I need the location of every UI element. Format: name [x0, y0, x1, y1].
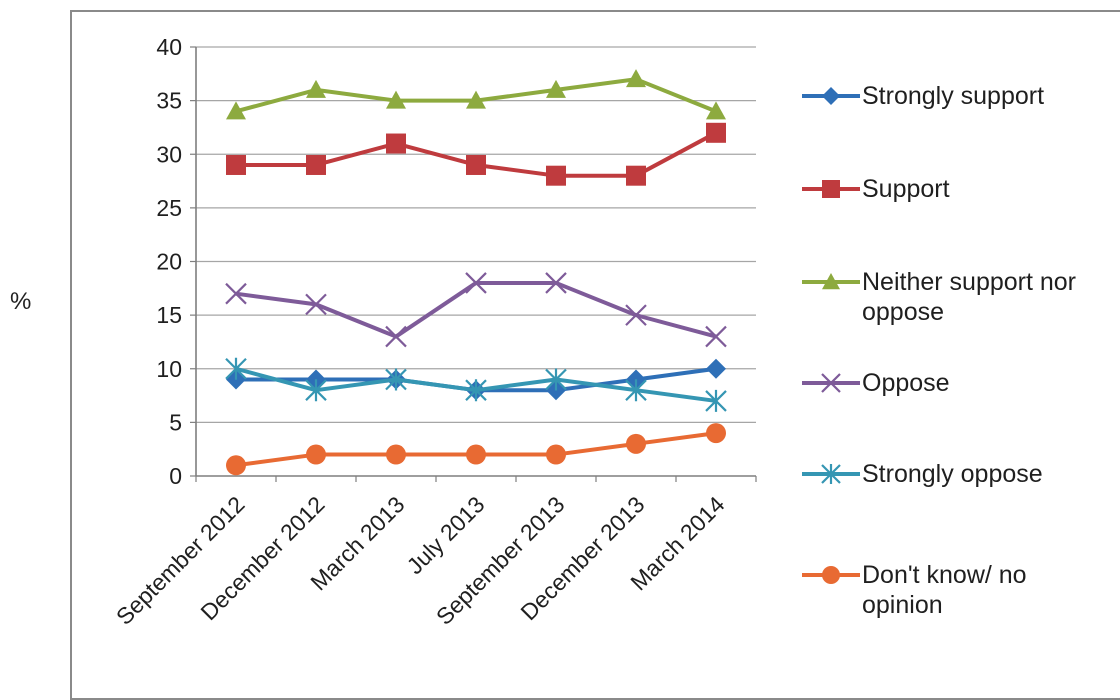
legend-item-support: Support: [800, 174, 1102, 204]
legend-swatch-strongly-support: [802, 87, 860, 105]
legend-label-neither-support-nor-oppose: Neither support nor oppose: [862, 268, 1077, 326]
data-point-neither-support-nor-oppose: [546, 79, 566, 98]
data-point-neither-support-nor-oppose: [706, 101, 726, 120]
y-tick-label: 0: [169, 463, 182, 489]
data-point-strongly-oppose: [385, 368, 407, 391]
data-point-don-t-know-no-opinion: [226, 455, 246, 476]
legend-label-oppose: Oppose: [862, 369, 950, 397]
y-tick-label: 15: [156, 302, 182, 328]
y-tick-label: 25: [156, 195, 182, 221]
data-point-oppose: [545, 272, 567, 294]
data-point-strongly-oppose: [225, 357, 247, 380]
y-tick-label: 5: [169, 409, 182, 435]
data-point-don-t-know-no-opinion: [386, 444, 406, 465]
legend-item-strongly-oppose: Strongly oppose: [800, 459, 1102, 489]
legend-item-neither-support-nor-oppose: Neither support nor oppose: [800, 267, 1102, 327]
legend-label-strongly-oppose: Strongly oppose: [862, 460, 1043, 488]
legend-label-support: Support: [862, 175, 950, 203]
data-point-support: [386, 133, 406, 154]
y-tick-label: 20: [156, 249, 182, 275]
legend-label-don-t-know-no-opinion: Don't know/ no opinion: [862, 561, 1027, 619]
data-point-support: [306, 154, 326, 175]
y-axis-label: %: [10, 288, 32, 315]
data-point-strongly-oppose: [545, 368, 567, 391]
data-point-neither-support-nor-oppose: [466, 90, 486, 109]
legend-item-don-t-know-no-opinion: Don't know/ no opinion: [800, 560, 1102, 620]
data-point-don-t-know-no-opinion: [626, 433, 646, 454]
data-point-strongly-oppose: [305, 379, 327, 402]
data-point-strongly-support: [706, 358, 726, 379]
data-point-oppose: [625, 304, 647, 326]
legend-swatch-strongly-oppose: [802, 464, 860, 484]
y-tick-label: 35: [156, 88, 182, 114]
legend-item-oppose: Oppose: [800, 368, 1102, 398]
data-point-neither-support-nor-oppose: [626, 69, 646, 88]
data-point-neither-support-nor-oppose: [226, 101, 246, 120]
data-point-support: [466, 154, 486, 175]
data-point-oppose: [705, 325, 727, 348]
data-point-oppose: [225, 282, 247, 305]
data-point-support: [226, 154, 246, 175]
data-point-oppose: [385, 325, 407, 348]
series-line-oppose: [235, 280, 717, 339]
data-point-don-t-know-no-opinion: [306, 444, 326, 465]
data-point-neither-support-nor-oppose: [386, 90, 406, 109]
chart-legend: Strongly support Support Neither support n…: [800, 0, 1120, 690]
legend-label-strongly-support: Strongly support: [862, 82, 1045, 110]
data-point-oppose: [465, 272, 487, 294]
data-point-support: [626, 165, 646, 186]
data-point-strongly-oppose: [465, 379, 487, 402]
y-tick-label: 10: [156, 356, 182, 382]
legend-swatch-don-t-know-no-opinion: [802, 566, 860, 584]
data-point-strongly-oppose: [625, 379, 647, 402]
data-point-don-t-know-no-opinion: [546, 444, 566, 465]
data-point-support: [706, 122, 726, 143]
data-point-neither-support-nor-oppose: [306, 79, 326, 98]
data-point-strongly-oppose: [705, 389, 727, 412]
data-point-oppose: [305, 293, 327, 316]
legend-swatch-neither-support-nor-oppose: [802, 273, 860, 290]
y-tick-label: 40: [156, 34, 182, 60]
data-point-support: [546, 165, 566, 186]
data-point-don-t-know-no-opinion: [466, 444, 486, 465]
y-tick-label: 30: [156, 141, 182, 167]
legend-item-strongly-support: Strongly support: [800, 81, 1102, 111]
data-point-don-t-know-no-opinion: [706, 423, 726, 444]
legend-swatch-support: [802, 180, 860, 198]
legend-swatch-oppose: [802, 373, 860, 393]
